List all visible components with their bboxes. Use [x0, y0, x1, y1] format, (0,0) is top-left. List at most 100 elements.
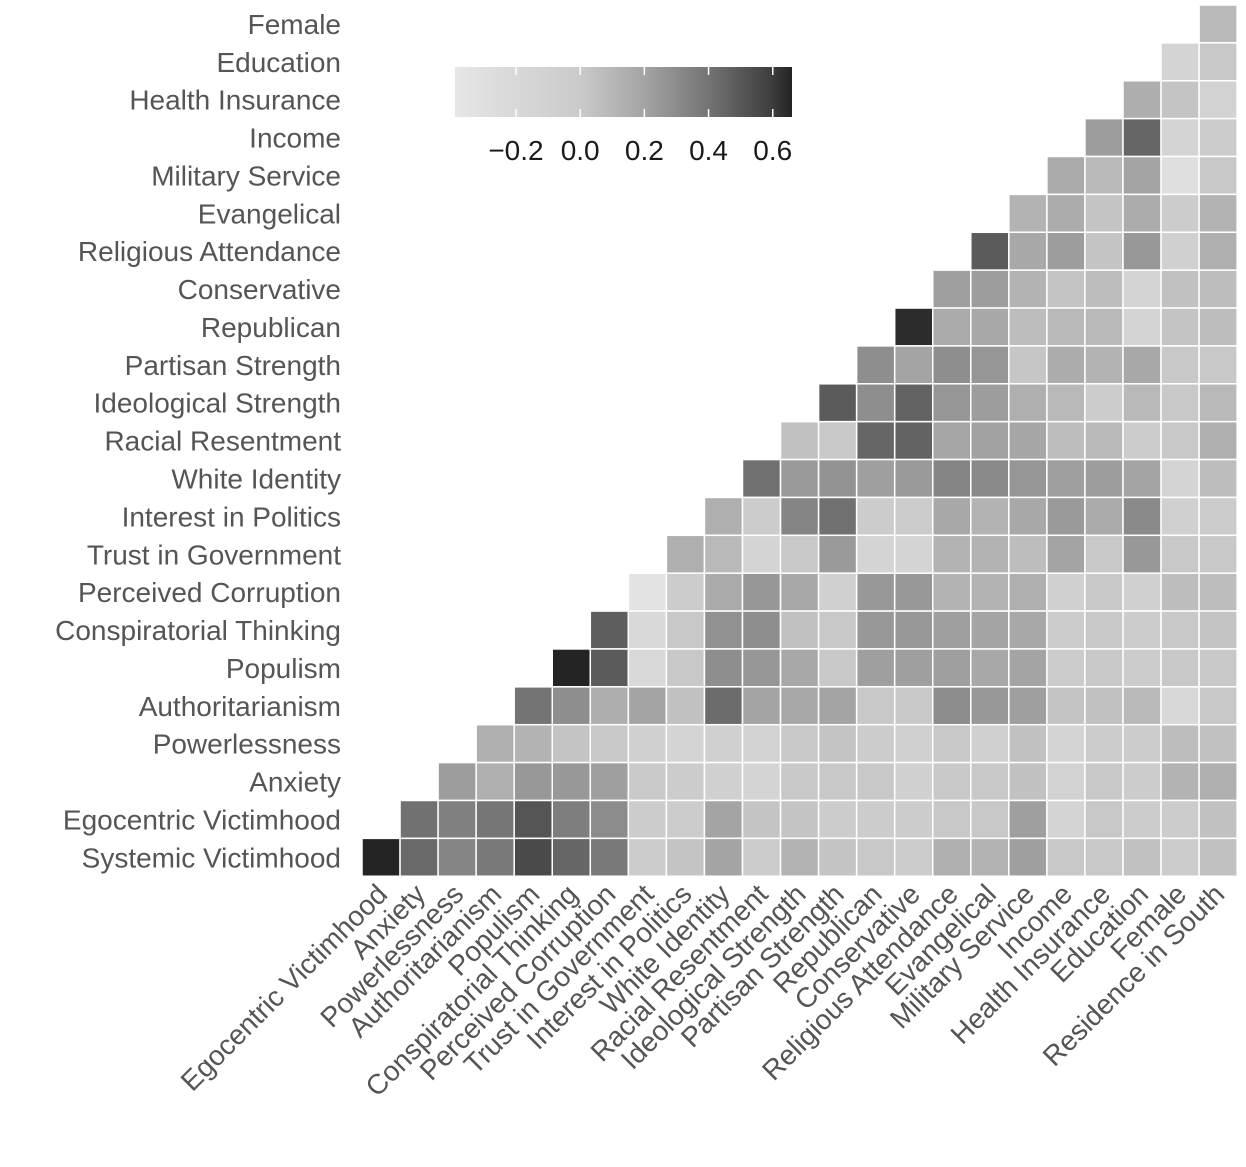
row-label: Partisan Strength [125, 350, 341, 381]
row-label: Female [248, 9, 341, 40]
heatmap-cell [1160, 420, 1200, 461]
heatmap-cell [1198, 345, 1238, 385]
heatmap-cell [1084, 155, 1124, 196]
heatmap-cell [1160, 231, 1200, 271]
heatmap-cell [399, 799, 439, 840]
row-label: Military Service [151, 160, 341, 191]
heatmap-cell [437, 799, 477, 840]
heatmap-cell [1198, 723, 1238, 764]
heatmap-cell [1084, 193, 1124, 234]
heatmap-cell [1084, 761, 1124, 802]
heatmap-cell [1046, 572, 1086, 612]
heatmap-cell [1160, 193, 1200, 234]
heatmap-cell [551, 648, 592, 688]
row-label: Racial Resentment [104, 426, 341, 457]
heatmap-cell [1046, 155, 1086, 196]
colorbar-tick-label: −0.2 [488, 135, 543, 166]
heatmap-cell [1008, 572, 1048, 612]
heatmap-cell [779, 686, 820, 726]
heatmap-cell [1046, 534, 1086, 574]
heatmap-cell [817, 761, 858, 802]
heatmap-cell [627, 761, 668, 802]
row-label: Conspiratorial Thinking [55, 615, 341, 646]
heatmap-cell [932, 420, 972, 461]
heatmap-cell [1008, 345, 1048, 385]
heatmap-cell [361, 837, 401, 877]
heatmap-cell [1008, 610, 1048, 650]
heatmap-cell [1008, 231, 1048, 271]
heatmap-cell [1046, 458, 1086, 499]
heatmap-cell [1008, 648, 1048, 688]
heatmap-cell [1046, 420, 1086, 461]
heatmap-cell [817, 837, 858, 877]
heatmap-cell [779, 723, 820, 764]
heatmap-cell [1046, 837, 1086, 877]
colorbar-tick-label: 0.2 [625, 135, 664, 166]
heatmap-cell [970, 496, 1010, 537]
heatmap-cell [703, 534, 744, 574]
heatmap-cell [970, 231, 1010, 271]
heatmap-cell [970, 269, 1010, 309]
heatmap-cell [665, 837, 706, 877]
heatmap-cell [1084, 723, 1124, 764]
heatmap-cell [1084, 837, 1124, 877]
heatmap-cell [665, 610, 706, 650]
heatmap-cell [589, 837, 630, 877]
heatmap-cell [779, 761, 820, 802]
heatmap-cell [1198, 420, 1238, 461]
row-label: Powerlessness [153, 729, 341, 760]
heatmap-cell [741, 761, 782, 802]
heatmap-cell [703, 723, 744, 764]
heatmap-cell [1084, 610, 1124, 650]
heatmap-cell [817, 572, 858, 612]
heatmap-cell [741, 496, 782, 537]
heatmap-cell [589, 610, 630, 650]
heatmap-cell [1160, 80, 1200, 120]
heatmap-cell [970, 761, 1010, 802]
heatmap-cell [855, 761, 896, 802]
heatmap-cell [1198, 648, 1238, 688]
heatmap-cell [855, 383, 896, 423]
heatmap-cell [665, 648, 706, 688]
heatmap-cell [1198, 269, 1238, 309]
heatmap-cell [589, 799, 630, 840]
heatmap-cell [1122, 420, 1162, 461]
heatmap-cell [1198, 193, 1238, 234]
heatmap-cell [855, 458, 896, 499]
heatmap-cell [855, 572, 896, 612]
heatmap-cell [1008, 383, 1048, 423]
heatmap-cell [817, 686, 858, 726]
heatmap-cell [1122, 686, 1162, 726]
heatmap-cell [703, 572, 744, 612]
heatmap-cell [855, 345, 896, 385]
heatmap-cell [893, 572, 934, 612]
heatmap-cell [1198, 231, 1238, 271]
heatmap-cell [1084, 572, 1124, 612]
heatmap-cell [627, 610, 668, 650]
heatmap-cell [551, 761, 592, 802]
row-label: Health Insurance [129, 85, 341, 116]
heatmap-cell [893, 496, 934, 537]
row-label: Systemic Victimhood [82, 842, 341, 873]
heatmap-cell [551, 799, 592, 840]
heatmap-cell [1160, 42, 1200, 82]
heatmap-cell [970, 648, 1010, 688]
row-label: Republican [201, 312, 341, 343]
column-labels: Egocentric VictimhoodAnxietyPowerlessnes… [175, 878, 1231, 1102]
heatmap-cell [1084, 307, 1124, 347]
heatmap-cell [1160, 496, 1200, 537]
heatmap-cell [932, 799, 972, 840]
heatmap-cell [1198, 117, 1238, 158]
heatmap-cell [513, 761, 554, 802]
heatmap-cell [437, 837, 477, 877]
heatmap-cell [779, 420, 820, 461]
heatmap-cell [1046, 383, 1086, 423]
colorbar-tick-label: 0.6 [753, 135, 792, 166]
heatmap-cell [1198, 610, 1238, 650]
heatmap-cell [779, 572, 820, 612]
heatmap-cell [1084, 534, 1124, 574]
heatmap-cell [893, 761, 934, 802]
heatmap-cell [1008, 723, 1048, 764]
heatmap-cell [1122, 723, 1162, 764]
